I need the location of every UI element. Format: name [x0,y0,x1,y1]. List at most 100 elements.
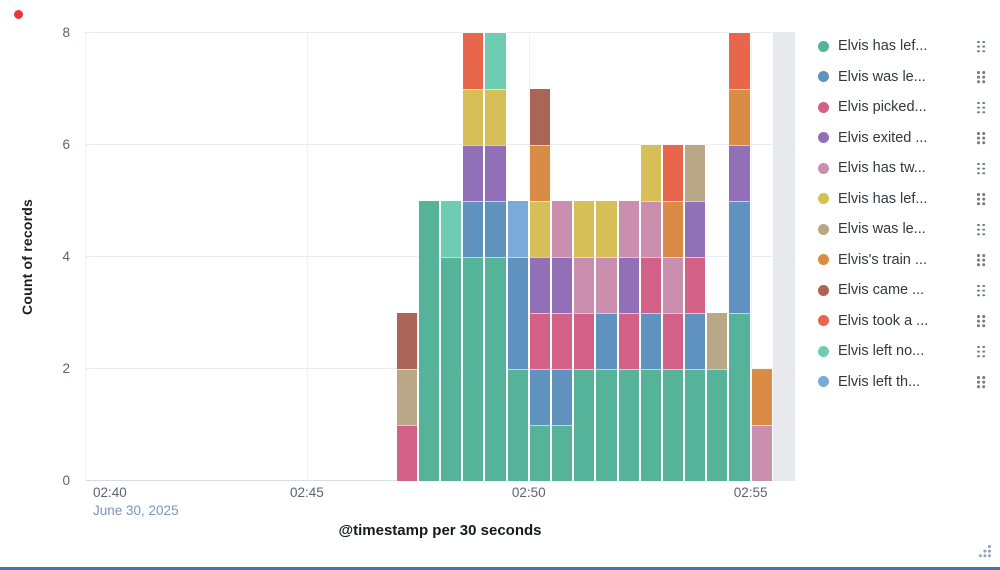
legend-item-label[interactable]: Elvis took a ... [838,312,929,329]
bar-segment[interactable] [463,145,484,201]
bar-segment[interactable] [529,313,550,369]
bar-segment[interactable] [640,313,661,369]
bar-segment[interactable] [640,369,661,481]
bar-segment[interactable] [463,33,484,89]
bar-segment[interactable] [396,313,417,369]
legend-item-label[interactable]: Elvis has lef... [838,190,928,207]
bar-segment[interactable] [662,257,684,313]
bar-segment[interactable] [729,89,750,145]
legend-item[interactable]: Elvis exited ... [818,123,986,154]
bar-segment[interactable] [396,425,417,481]
legend-item-label[interactable]: Elvis was le... [838,221,926,238]
bar-segment[interactable] [396,369,417,425]
bar-segment[interactable] [729,33,750,89]
bar-segment[interactable] [441,201,462,257]
bar-segment[interactable] [418,201,439,481]
bar-segment[interactable] [551,257,573,313]
bar-segment[interactable] [707,369,728,481]
bar-segment[interactable] [662,369,684,481]
legend-item-label[interactable]: Elvis has tw... [838,160,926,177]
bar-segment[interactable] [751,369,772,425]
bar-segment[interactable] [662,313,684,369]
bar-segment[interactable] [507,369,528,481]
legend-item[interactable]: Elvis picked... [818,92,986,123]
legend-item-label[interactable]: Elvis exited ... [838,129,928,146]
bar-segment[interactable] [685,201,706,257]
legend-item-label[interactable]: Elvis has lef... [838,38,928,55]
bar-segment[interactable] [529,145,550,201]
bar-segment[interactable] [618,201,639,257]
bar-segment[interactable] [551,369,573,425]
bar-segment[interactable] [640,201,661,257]
legend-item-label[interactable]: Elvis left no... [838,343,925,360]
bar-segment[interactable] [551,201,573,257]
bar-segment[interactable] [662,145,684,201]
bar-segment[interactable] [685,145,706,201]
bar-segment[interactable] [529,89,550,145]
legend-item[interactable]: Elvis has lef... [818,31,986,62]
chart-plot-area[interactable] [85,32,795,481]
bar-segment[interactable] [485,33,506,89]
legend-item-actions-icon[interactable] [977,314,986,327]
bar-segment[interactable] [729,145,750,201]
bar-segment[interactable] [640,257,661,313]
bar-segment[interactable] [485,257,506,481]
bar-segment[interactable] [751,425,772,481]
legend-item-actions-icon[interactable] [977,284,986,297]
legend-item-label[interactable]: Elvis came ... [838,282,925,299]
legend-item[interactable]: Elvis has lef... [818,184,986,215]
bar-segment[interactable] [596,369,617,481]
bar-segment[interactable] [529,257,550,313]
bar-segment[interactable] [463,201,484,257]
bar-segment[interactable] [574,313,595,369]
bar-segment[interactable] [618,257,639,313]
legend-item-actions-icon[interactable] [977,345,986,358]
legend-item-actions-icon[interactable] [977,223,986,236]
legend-item-actions-icon[interactable] [977,253,986,266]
bar-segment[interactable] [485,89,506,145]
bar-segment[interactable] [574,369,595,481]
legend-item[interactable]: Elvis took a ... [818,306,986,337]
bar-segment[interactable] [463,257,484,481]
bar-segment[interactable] [729,313,750,481]
bar-segment[interactable] [596,313,617,369]
bar-segment[interactable] [574,201,595,257]
bar-segment[interactable] [441,257,462,481]
legend-item-label[interactable]: Elvis was le... [838,68,926,85]
bar-segment[interactable] [529,201,550,257]
legend-item[interactable]: Elvis was le... [818,62,986,93]
legend-item-actions-icon[interactable] [977,70,986,83]
bar-segment[interactable] [685,257,706,313]
bar-segment[interactable] [662,201,684,257]
legend-item[interactable]: Elvis left no... [818,336,986,367]
bar-segment[interactable] [507,257,528,369]
bar-segment[interactable] [463,89,484,145]
bar-segment[interactable] [485,145,506,201]
legend-item[interactable]: Elvis was le... [818,214,986,245]
legend-item[interactable]: Elvis's train ... [818,245,986,276]
bar-segment[interactable] [574,257,595,313]
legend-item-actions-icon[interactable] [977,101,986,114]
bar-segment[interactable] [618,369,639,481]
bar-segment[interactable] [729,201,750,313]
bar-segment[interactable] [640,145,661,201]
bar-segment[interactable] [529,369,550,425]
bar-segment[interactable] [596,201,617,257]
bar-segment[interactable] [507,201,528,257]
bar-segment[interactable] [485,201,506,257]
legend-item[interactable]: Elvis came ... [818,275,986,306]
legend-item-label[interactable]: Elvis's train ... [838,251,927,268]
legend-item-label[interactable]: Elvis picked... [838,99,927,116]
legend-item-actions-icon[interactable] [977,375,986,388]
bar-segment[interactable] [685,369,706,481]
legend-item[interactable]: Elvis left th... [818,367,986,398]
legend-item-actions-icon[interactable] [977,162,986,175]
legend-item[interactable]: Elvis has tw... [818,153,986,184]
resize-handle-icon[interactable] [978,545,991,558]
legend-item-actions-icon[interactable] [977,131,986,144]
bar-segment[interactable] [551,425,573,481]
legend-item-label[interactable]: Elvis left th... [838,373,921,390]
bar-segment[interactable] [529,425,550,481]
bar-segment[interactable] [551,313,573,369]
bar-segment[interactable] [596,257,617,313]
